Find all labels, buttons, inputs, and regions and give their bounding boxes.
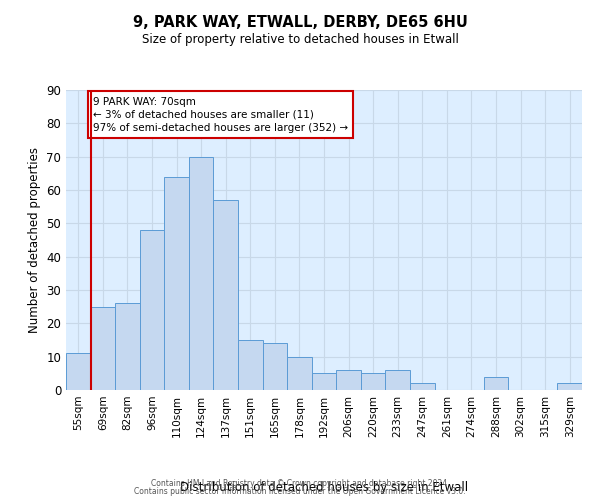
Bar [189, 156, 214, 390]
Y-axis label: Number of detached properties: Number of detached properties [28, 147, 41, 333]
Bar [140, 230, 164, 390]
Text: Contains public sector information licensed under the Open Government Licence v3: Contains public sector information licen… [134, 487, 466, 496]
Bar [115, 304, 140, 390]
Bar [238, 340, 263, 390]
Text: Size of property relative to detached houses in Etwall: Size of property relative to detached ho… [142, 32, 458, 46]
Bar [287, 356, 312, 390]
Bar [312, 374, 336, 390]
Bar [410, 384, 434, 390]
Bar [385, 370, 410, 390]
Bar [336, 370, 361, 390]
Bar [66, 354, 91, 390]
Text: 9, PARK WAY, ETWALL, DERBY, DE65 6HU: 9, PARK WAY, ETWALL, DERBY, DE65 6HU [133, 15, 467, 30]
Text: 9 PARK WAY: 70sqm
← 3% of detached houses are smaller (11)
97% of semi-detached : 9 PARK WAY: 70sqm ← 3% of detached house… [93, 96, 348, 133]
Bar [484, 376, 508, 390]
Bar [164, 176, 189, 390]
Text: Contains HM Land Registry data © Crown copyright and database right 2024.: Contains HM Land Registry data © Crown c… [151, 478, 449, 488]
Bar [557, 384, 582, 390]
Bar [361, 374, 385, 390]
Bar [91, 306, 115, 390]
Bar [263, 344, 287, 390]
Bar [214, 200, 238, 390]
X-axis label: Distribution of detached houses by size in Etwall: Distribution of detached houses by size … [180, 482, 468, 494]
